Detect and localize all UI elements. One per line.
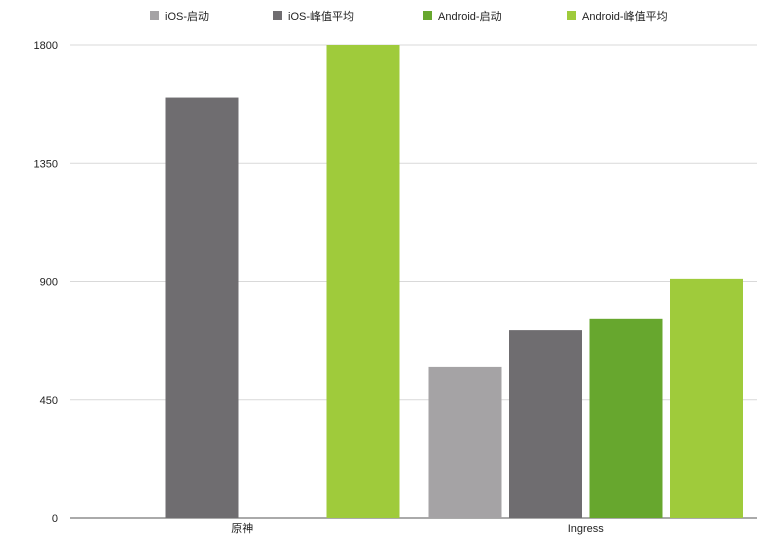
- y-axis-ticks: 0 450 900 1350 1800: [34, 40, 58, 525]
- legend-label: Android-峰值平均: [582, 10, 668, 23]
- legend-item: Android-启动: [423, 10, 502, 23]
- legend-swatch: [423, 11, 432, 20]
- x-tick-label: 原神: [231, 521, 253, 535]
- bar-Android-峰值平均-原神: [326, 45, 400, 518]
- legend-item: Android-峰值平均: [567, 10, 668, 23]
- legend-swatch: [567, 11, 576, 20]
- bars: [165, 45, 743, 519]
- legend-swatch: [150, 11, 159, 20]
- bar-iOS-峰值平均-原神: [165, 97, 239, 519]
- x-axis-ticks: 原神 Ingress: [231, 521, 604, 535]
- y-tick-label: 900: [40, 277, 58, 289]
- legend-swatch: [273, 11, 282, 20]
- bar-Android-峰值平均-Ingress: [670, 278, 743, 518]
- legend-label: iOS-峰值平均: [288, 10, 354, 23]
- legend-label: iOS-启动: [165, 10, 209, 23]
- bar-iOS-峰值平均-Ingress: [509, 330, 582, 518]
- x-tick-label: Ingress: [568, 523, 605, 535]
- y-tick-label: 450: [40, 395, 58, 407]
- y-tick-label: 0: [52, 513, 58, 525]
- legend-label: Android-启动: [438, 10, 502, 23]
- legend-item: iOS-启动: [150, 10, 209, 23]
- y-tick-label: 1800: [34, 40, 58, 52]
- legend: iOS-启动 iOS-峰值平均 Android-启动 Android-峰值平均: [150, 10, 668, 23]
- y-tick-label: 1350: [34, 158, 58, 170]
- bar-iOS-启动-Ingress: [428, 366, 502, 518]
- bar-Android-启动-Ingress: [589, 318, 663, 518]
- legend-item: iOS-峰值平均: [273, 10, 354, 23]
